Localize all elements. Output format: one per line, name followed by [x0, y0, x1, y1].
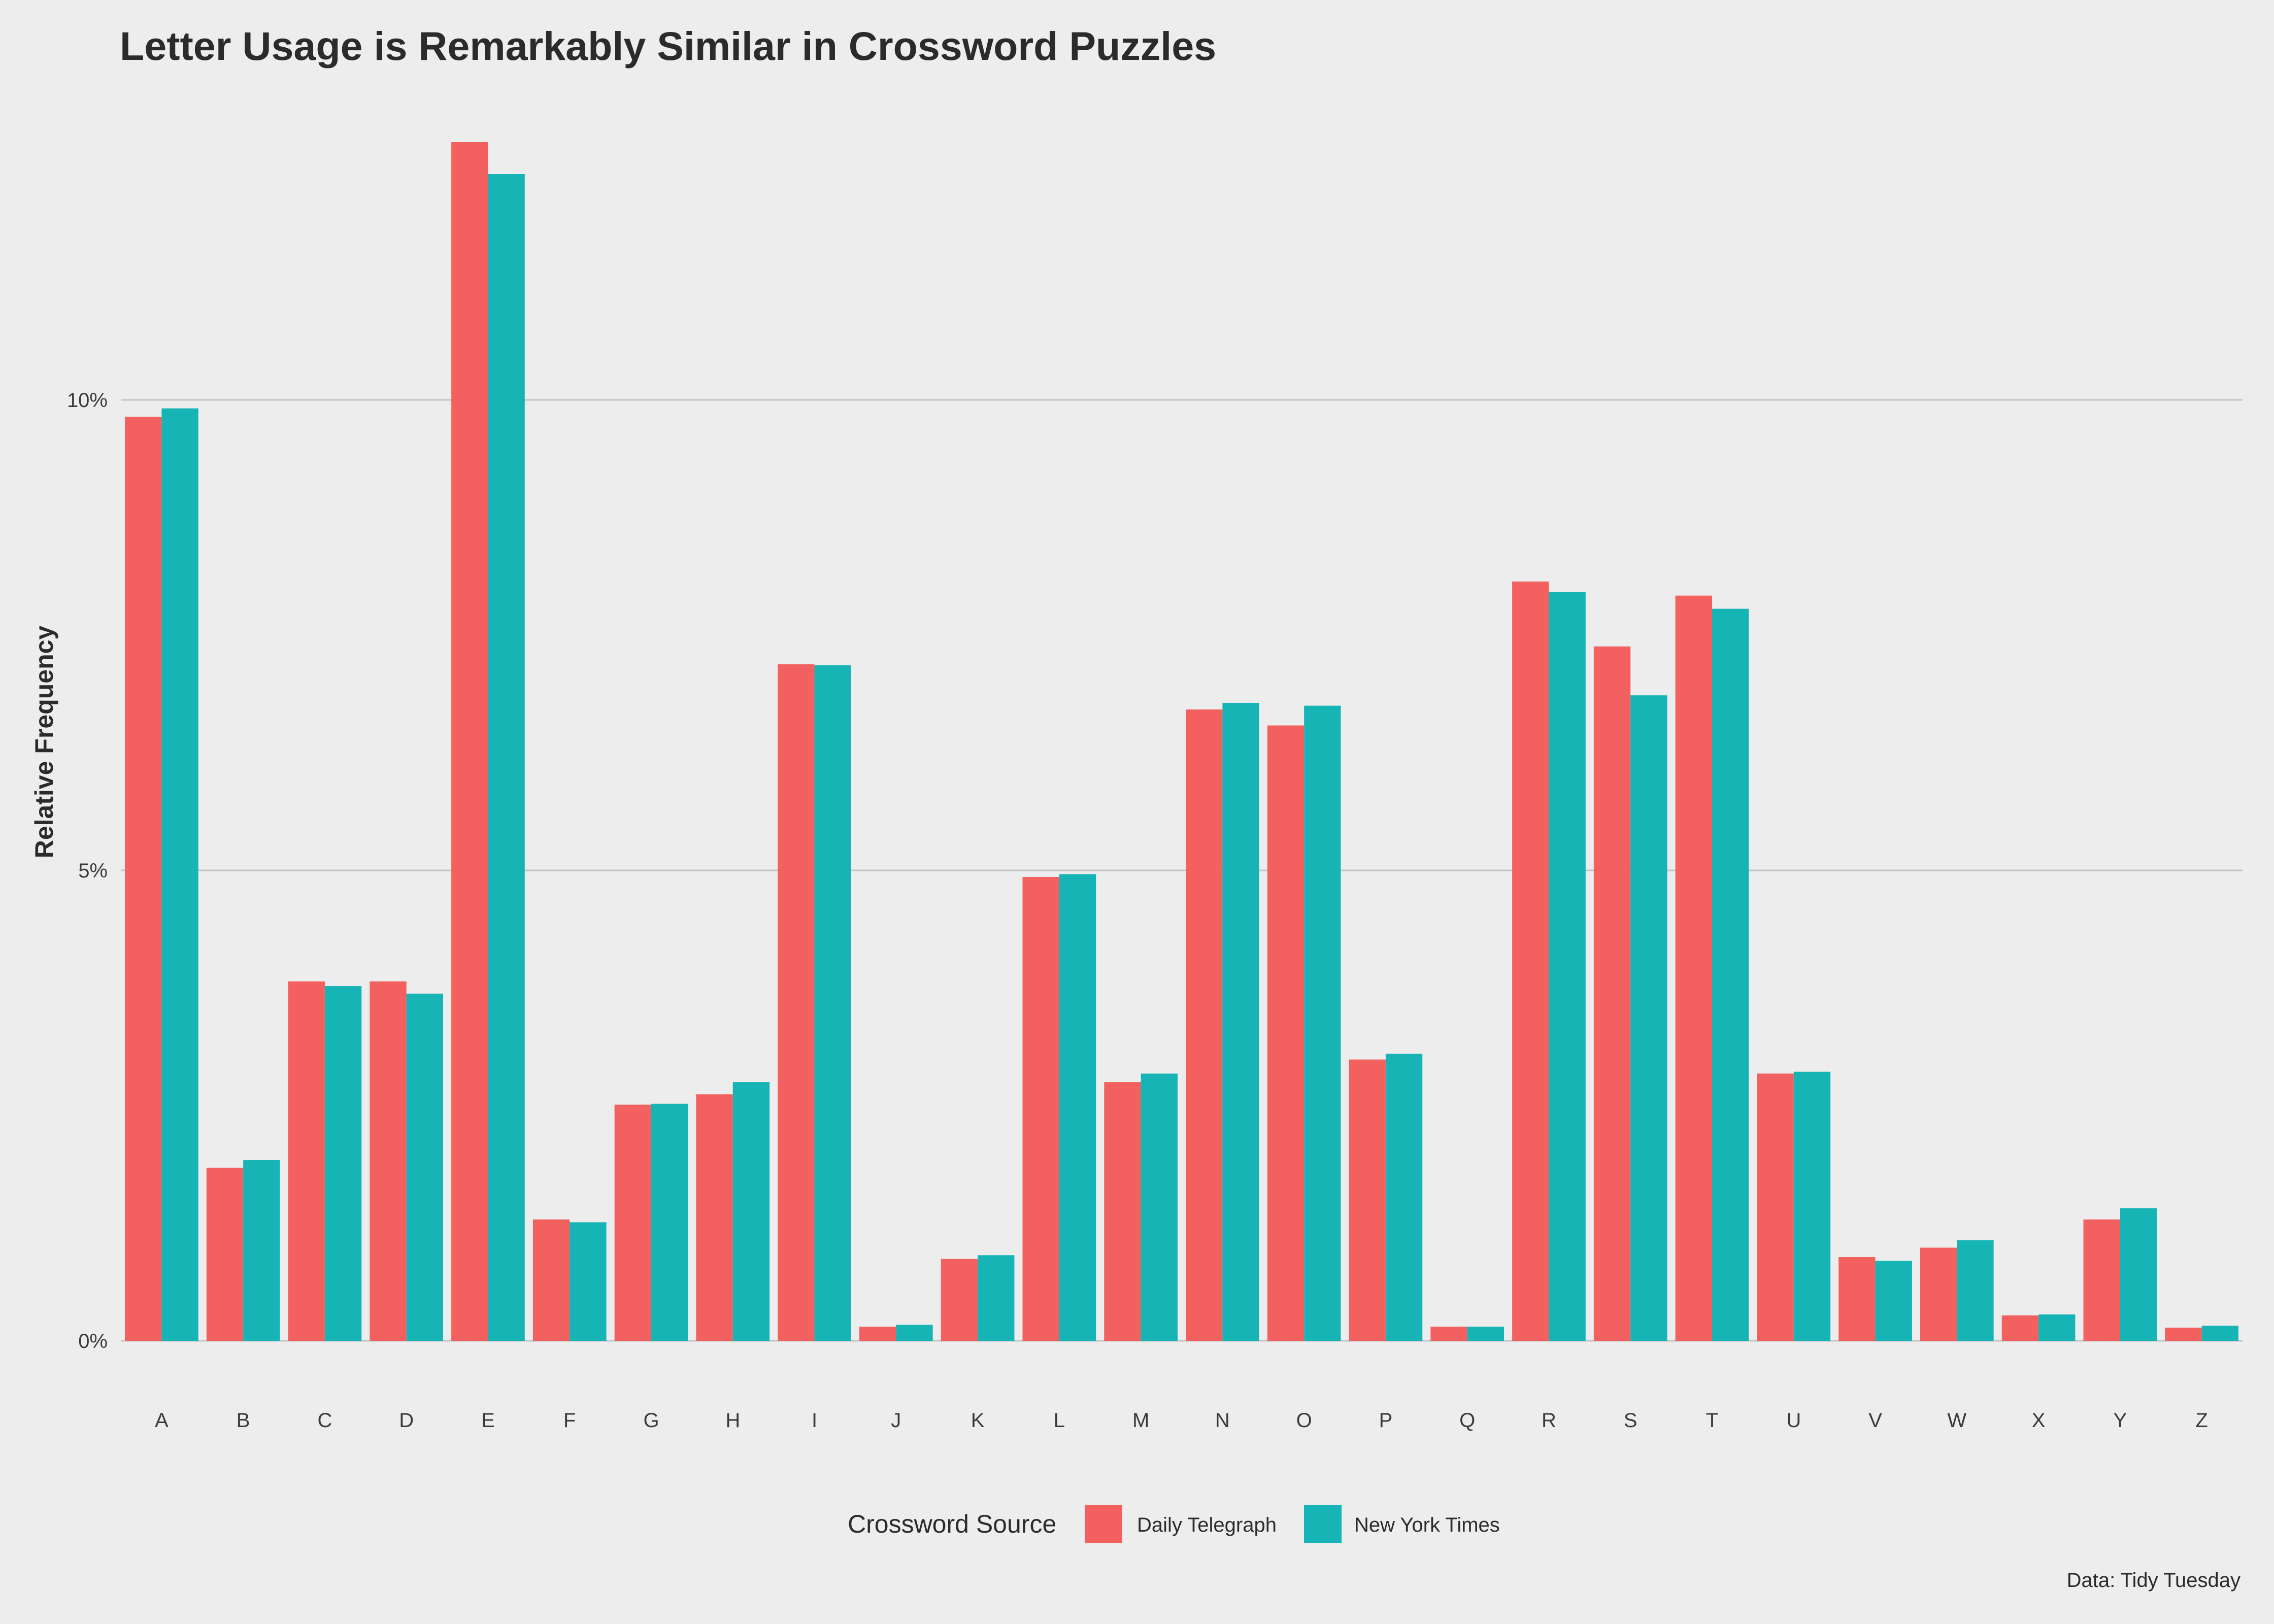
legend-title: Crossword Source — [848, 1510, 1056, 1538]
x-tick-label-u: U — [1786, 1409, 1801, 1432]
bar-new-york-times-v — [1875, 1261, 1912, 1341]
bar-daily-telegraph-t — [1675, 595, 1712, 1341]
x-tick-label-z: Z — [2195, 1409, 2208, 1432]
bar-new-york-times-q — [1467, 1327, 1504, 1341]
x-tick-label-a: A — [155, 1409, 169, 1432]
x-tick-label-j: J — [891, 1409, 901, 1432]
bar-new-york-times-s — [1630, 695, 1667, 1341]
bar-new-york-times-i — [814, 665, 851, 1341]
bar-daily-telegraph-g — [614, 1104, 651, 1341]
bar-new-york-times-d — [406, 993, 444, 1341]
legend-swatch-new-york-times — [1304, 1505, 1342, 1543]
bar-daily-telegraph-x — [2001, 1315, 2039, 1341]
bar-new-york-times-k — [978, 1255, 1015, 1341]
x-tick-label-y: Y — [2114, 1409, 2127, 1432]
bar-new-york-times-l — [1059, 874, 1096, 1341]
bars — [125, 142, 2238, 1341]
x-tick-label-r: R — [1542, 1409, 1556, 1432]
chart-caption: Data: Tidy Tuesday — [2067, 1569, 2240, 1592]
x-tick-label-v: V — [1868, 1409, 1882, 1432]
bar-new-york-times-z — [2201, 1326, 2238, 1341]
bar-daily-telegraph-e — [451, 142, 488, 1341]
y-tick-labels: 0% 5% 10% — [67, 389, 108, 1352]
bar-daily-telegraph-m — [1104, 1082, 1141, 1341]
x-tick-label-k: K — [971, 1409, 985, 1432]
y-tick-label-10: 10% — [67, 389, 108, 412]
bar-new-york-times-e — [488, 174, 525, 1341]
x-tick-label-e: E — [481, 1409, 495, 1432]
x-tick-label-t: T — [1706, 1409, 1718, 1432]
bar-new-york-times-y — [2120, 1208, 2157, 1341]
x-tick-label-i: I — [812, 1409, 817, 1432]
bar-daily-telegraph-n — [1186, 709, 1223, 1341]
bar-new-york-times-j — [896, 1325, 933, 1341]
bar-new-york-times-o — [1304, 705, 1341, 1341]
x-tick-label-p: P — [1379, 1409, 1393, 1432]
x-tick-label-l: L — [1054, 1409, 1065, 1432]
bar-daily-telegraph-a — [125, 417, 162, 1341]
x-tick-label-x: X — [2032, 1409, 2046, 1432]
bar-new-york-times-n — [1222, 702, 1259, 1341]
x-tick-label-h: H — [725, 1409, 740, 1432]
bar-daily-telegraph-y — [2083, 1219, 2120, 1341]
bar-daily-telegraph-o — [1267, 725, 1305, 1341]
y-tick-label-5: 5% — [78, 860, 108, 882]
legend-label-new-york-times: New York Times — [1354, 1514, 1500, 1536]
bar-new-york-times-t — [1712, 608, 1749, 1341]
bar-daily-telegraph-h — [696, 1094, 733, 1341]
bar-new-york-times-r — [1549, 592, 1586, 1341]
y-tick-label-0: 0% — [78, 1330, 108, 1352]
bar-daily-telegraph-r — [1512, 581, 1549, 1341]
x-tick-label-q: Q — [1459, 1409, 1475, 1432]
bar-new-york-times-m — [1141, 1073, 1178, 1341]
chart-title: Letter Usage is Remarkably Similar in Cr… — [120, 23, 1216, 69]
x-tick-label-m: M — [1132, 1409, 1149, 1432]
bar-daily-telegraph-d — [370, 981, 407, 1341]
legend-label-daily-telegraph: Daily Telegraph — [1137, 1514, 1277, 1536]
x-tick-label-w: W — [1947, 1409, 1966, 1432]
bar-daily-telegraph-p — [1349, 1059, 1386, 1341]
bar-new-york-times-a — [161, 408, 198, 1341]
x-tick-label-g: G — [643, 1409, 659, 1432]
x-tick-label-b: B — [237, 1409, 250, 1432]
bar-daily-telegraph-z — [2165, 1328, 2202, 1341]
bar-daily-telegraph-b — [206, 1167, 244, 1341]
x-tick-label-c: C — [317, 1409, 332, 1432]
bar-new-york-times-h — [732, 1082, 770, 1341]
x-tick-label-o: O — [1296, 1409, 1312, 1432]
x-tick-label-d: D — [399, 1409, 414, 1432]
bar-new-york-times-b — [243, 1160, 280, 1341]
y-axis-label: Relative Frequency — [30, 626, 58, 859]
bar-daily-telegraph-w — [1920, 1247, 1957, 1341]
bar-daily-telegraph-k — [941, 1259, 978, 1341]
bar-new-york-times-p — [1385, 1054, 1423, 1341]
bar-daily-telegraph-i — [778, 664, 815, 1341]
bar-daily-telegraph-j — [859, 1327, 896, 1341]
x-tick-labels: A B C D E F G H I J K L M N O P Q R S T U V W X Y Z — [155, 1409, 2208, 1432]
bar-new-york-times-g — [651, 1103, 688, 1341]
x-tick-label-f: F — [563, 1409, 576, 1432]
legend-swatch-daily-telegraph — [1085, 1505, 1122, 1543]
bar-daily-telegraph-l — [1022, 876, 1059, 1341]
bar-daily-telegraph-s — [1593, 646, 1631, 1341]
bar-new-york-times-w — [1957, 1240, 1994, 1341]
x-tick-label-s: S — [1624, 1409, 1637, 1432]
bar-daily-telegraph-c — [288, 981, 325, 1341]
bar-new-york-times-c — [324, 986, 362, 1341]
bar-daily-telegraph-u — [1757, 1073, 1794, 1341]
bar-daily-telegraph-f — [532, 1219, 570, 1341]
bar-new-york-times-u — [1793, 1071, 1831, 1341]
bar-new-york-times-x — [2038, 1314, 2076, 1341]
bar-daily-telegraph-q — [1430, 1327, 1467, 1341]
x-tick-label-n: N — [1215, 1409, 1230, 1432]
bar-new-york-times-f — [570, 1222, 607, 1341]
bar-daily-telegraph-v — [1838, 1257, 1876, 1341]
legend: Crossword Source Daily Telegraph New Yor… — [848, 1505, 1500, 1543]
